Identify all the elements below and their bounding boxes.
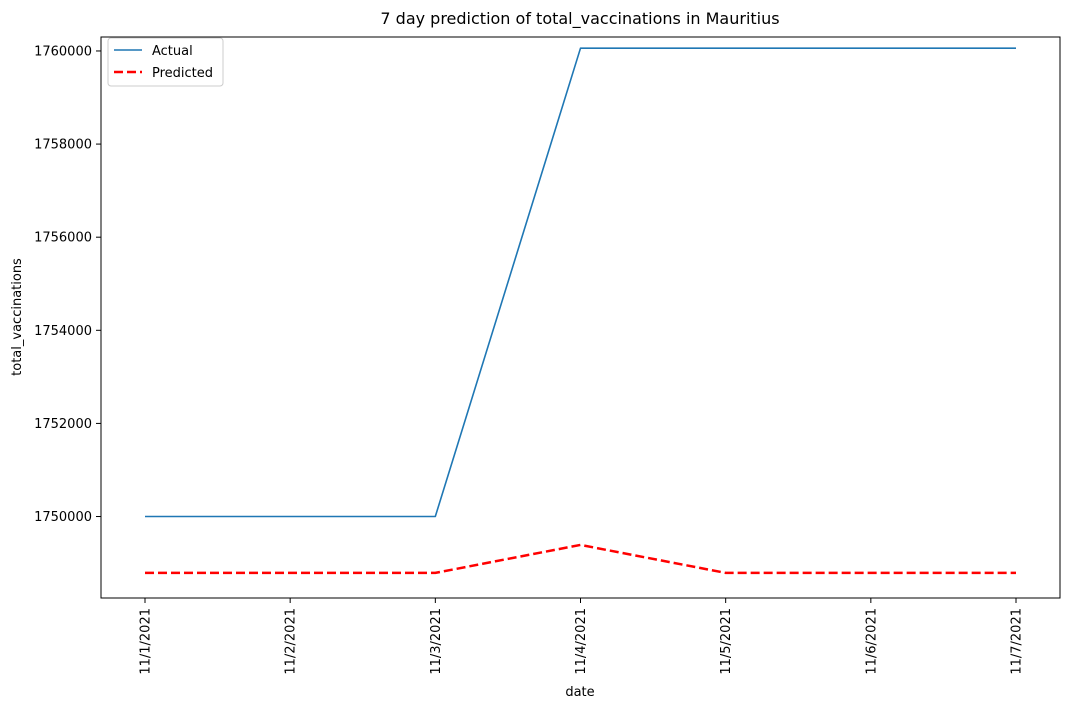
y-tick-label: 1752000	[34, 417, 92, 432]
y-tick-label: 1750000	[34, 510, 92, 525]
legend: Actual Predicted	[107, 37, 224, 87]
x-tick-label: 11/6/2021	[864, 608, 879, 675]
series-line-actual	[145, 47, 1016, 518]
x-tick-label: 11/4/2021	[574, 608, 589, 675]
y-axis: 1750000 1752000 1754000 1756000 1758000 17600…	[34, 44, 101, 525]
y-tick-label: 1760000	[34, 44, 92, 59]
y-tick-label: 1754000	[34, 324, 92, 339]
x-tick-label: 11/5/2021	[719, 608, 734, 675]
x-tick-label: 11/7/2021	[1010, 608, 1025, 675]
series-line-predicted	[145, 543, 1016, 575]
legend-label-predicted: Predicted	[152, 66, 213, 81]
x-tick-label: 11/3/2021	[429, 608, 444, 675]
y-axis-label: total_vaccinations	[10, 258, 25, 376]
y-tick-label: 1756000	[34, 231, 92, 246]
x-axis-label: date	[565, 685, 594, 700]
x-axis: 11/1/2021 11/2/2021 11/3/2021 11/4/2021 11/5…	[139, 598, 1025, 675]
x-tick-label: 11/2/2021	[284, 608, 299, 675]
chart-title: 7 day prediction of total_vaccinations i…	[380, 9, 779, 29]
x-tick-label: 11/1/2021	[139, 608, 154, 675]
legend-label-actual: Actual	[152, 44, 193, 59]
y-tick-label: 1758000	[34, 138, 92, 153]
series-layer	[145, 47, 1016, 575]
